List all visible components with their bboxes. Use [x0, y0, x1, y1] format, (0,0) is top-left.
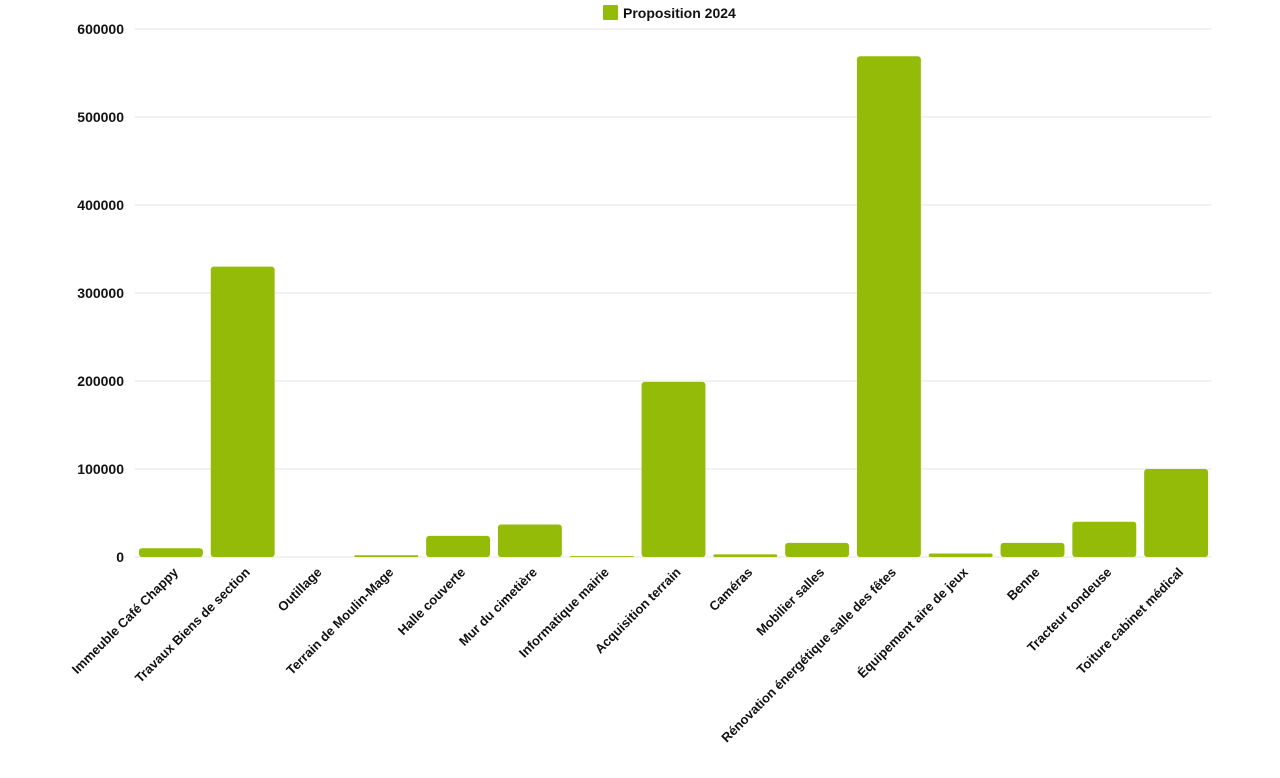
y-tick-label: 200000 — [77, 373, 124, 389]
bar — [497, 524, 562, 557]
x-category-label: Benne — [1004, 565, 1043, 604]
legend-swatch — [603, 5, 618, 20]
bar — [138, 548, 203, 557]
bar — [426, 535, 491, 557]
bar — [928, 553, 993, 557]
bar — [1144, 469, 1209, 557]
legend: Proposition 2024 — [603, 5, 736, 21]
bar — [354, 555, 419, 557]
y-tick-label: 600000 — [77, 21, 124, 37]
bar — [210, 266, 275, 557]
bar — [1072, 521, 1137, 557]
y-tick-label: 0 — [116, 549, 124, 565]
gridlines — [135, 28, 1212, 558]
x-category-label: Mobilier salles — [753, 565, 827, 639]
y-tick-label: 500000 — [77, 109, 124, 125]
x-category-label: Outillage — [275, 565, 325, 615]
y-axis-tick-labels: 0 100000 200000 300000 400000 500000 600000 — [77, 21, 124, 565]
legend-label: Proposition 2024 — [623, 5, 736, 21]
bar — [1000, 542, 1065, 557]
y-tick-label: 400000 — [77, 197, 124, 213]
x-category-label: Mur du cimetière — [456, 565, 540, 649]
bar — [713, 554, 778, 557]
x-category-label: Travaux Biens de section — [132, 564, 253, 685]
y-tick-label: 300000 — [77, 285, 124, 301]
x-category-label: Caméras — [706, 565, 755, 614]
bars — [138, 56, 1209, 557]
bar — [785, 542, 850, 557]
bar — [856, 56, 921, 557]
bar — [641, 381, 706, 557]
x-category-label: Halle couverte — [395, 565, 468, 638]
bar — [569, 556, 634, 557]
y-tick-label: 100000 — [77, 461, 124, 477]
